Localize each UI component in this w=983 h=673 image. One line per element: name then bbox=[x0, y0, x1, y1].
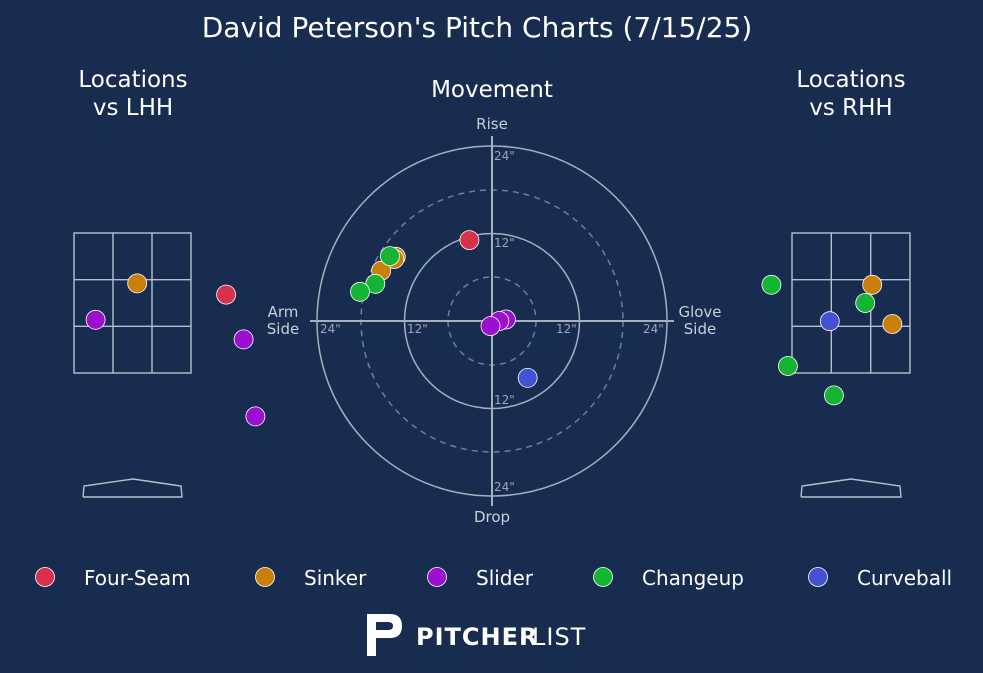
movement-point-changeup-4 bbox=[379, 246, 400, 267]
brand-text-light: LIST bbox=[532, 623, 586, 651]
lhh-point-four-seam-1 bbox=[216, 284, 237, 305]
rhh-point-sinker-4 bbox=[882, 314, 903, 334]
ring-label-right-24: 24" bbox=[643, 322, 664, 336]
legend-marker-changeup bbox=[593, 567, 613, 587]
pitcherlist-p-icon bbox=[367, 614, 402, 656]
legend: Four-Seam Sinker Slider Changeup Curveball bbox=[35, 566, 952, 590]
points-lhh bbox=[85, 273, 266, 427]
panel-title-rhh: Locations vs RHH bbox=[796, 67, 905, 121]
points-movement bbox=[350, 230, 538, 388]
legend-label-slider: Slider bbox=[476, 566, 534, 590]
legend-marker-four-seam bbox=[35, 567, 55, 587]
ring-label-top-12: 12" bbox=[494, 236, 515, 250]
legend-label-four-seam: Four-Seam bbox=[84, 566, 191, 590]
movement-point-slider-9 bbox=[480, 316, 501, 337]
panel-title-movement: Movement bbox=[431, 77, 553, 103]
ring-label-left-12: 12" bbox=[407, 322, 428, 336]
lhh-point-sinker-0 bbox=[127, 273, 148, 294]
legend-label-sinker: Sinker bbox=[304, 566, 367, 590]
ring-label-right-12: 12" bbox=[556, 322, 577, 336]
legend-label-curveball: Curveball bbox=[857, 566, 952, 590]
rhh-point-sinker-1 bbox=[862, 274, 883, 295]
movement-point-four-seam-0 bbox=[459, 230, 480, 251]
chart-title: David Peterson's Pitch Charts (7/15/25) bbox=[202, 11, 753, 44]
axis-label-glove-side: Glove Side bbox=[678, 303, 721, 338]
lhh-point-slider-2 bbox=[85, 309, 106, 330]
ring-label-bottom-12: 12" bbox=[494, 393, 515, 407]
rhh-point-changeup-0 bbox=[761, 274, 782, 295]
lhh-point-slider-3 bbox=[233, 329, 254, 350]
strike-zone-rhh bbox=[791, 232, 911, 374]
panel-title-lhh: Locations vs LHH bbox=[78, 67, 187, 121]
rhh-point-curveball-3 bbox=[819, 311, 840, 332]
home-plate-rhh bbox=[800, 478, 902, 498]
legend-marker-sinker bbox=[255, 567, 275, 587]
movement-point-curveball-10 bbox=[517, 367, 538, 388]
rhh-point-changeup-6 bbox=[824, 385, 844, 406]
axis-label-rise: Rise bbox=[476, 115, 508, 133]
ring-label-top-24: 24" bbox=[494, 149, 515, 163]
rhh-point-changeup-5 bbox=[778, 356, 798, 376]
strike-zone-lhh bbox=[73, 232, 192, 374]
legend-marker-curveball bbox=[808, 567, 828, 587]
home-plate-lhh bbox=[82, 478, 183, 498]
ring-label-left-24: 24" bbox=[320, 322, 341, 336]
rhh-point-changeup-2 bbox=[855, 293, 876, 313]
ring-label-bottom-24: 24" bbox=[494, 480, 515, 494]
axis-label-arm-side: Arm Side bbox=[267, 303, 299, 338]
points-rhh bbox=[761, 274, 903, 406]
movement-point-changeup-6 bbox=[350, 281, 370, 302]
axis-label-drop: Drop bbox=[474, 508, 510, 526]
brand-text-bold: PITCHER bbox=[416, 623, 538, 651]
pitcherlist-logo: PITCHER LIST bbox=[367, 614, 586, 656]
legend-label-changeup: Changeup bbox=[642, 566, 744, 590]
legend-marker-slider bbox=[427, 567, 447, 587]
lhh-point-slider-4 bbox=[245, 406, 266, 427]
